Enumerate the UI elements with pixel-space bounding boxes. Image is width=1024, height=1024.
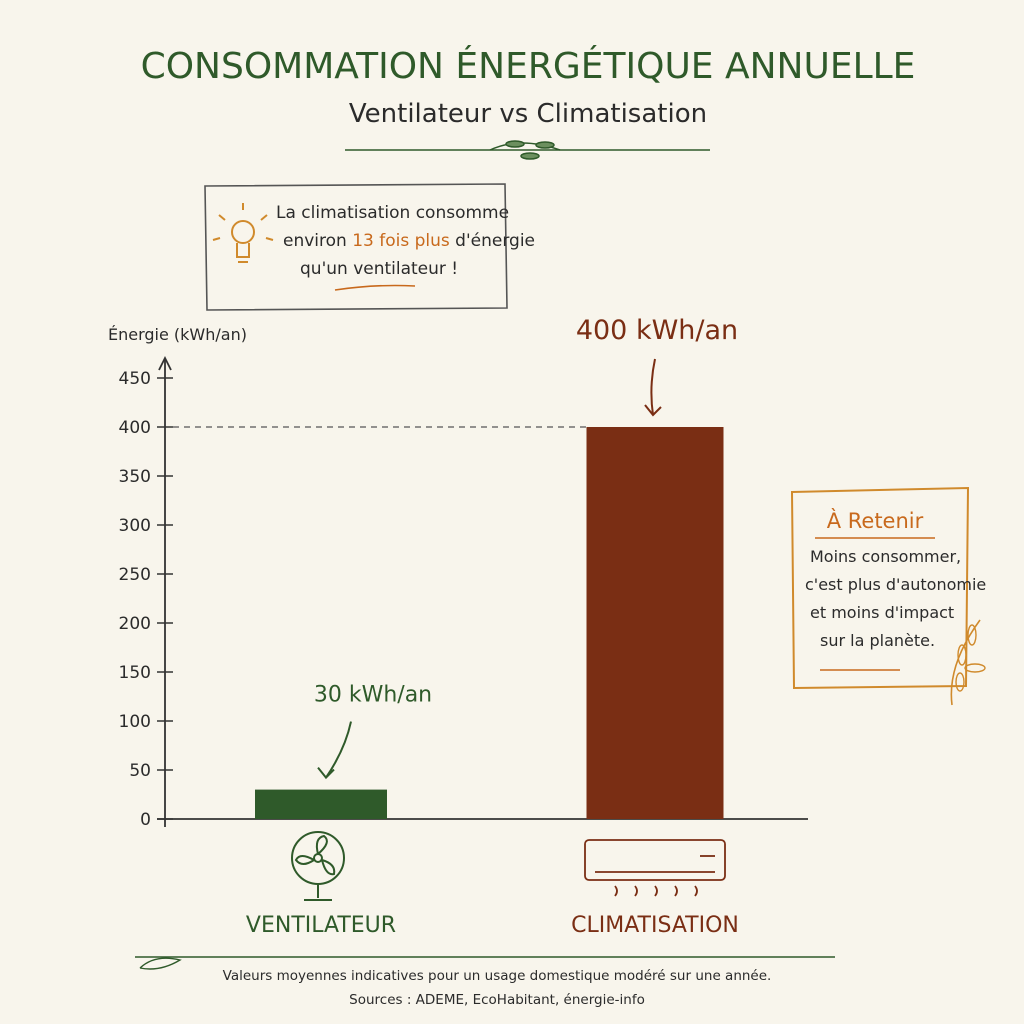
y-tick-label: 250	[119, 565, 151, 585]
y-tick-label: 50	[129, 761, 151, 781]
footer-source: Sources : ADEME, EcoHabitant, énergie-in…	[349, 992, 645, 1008]
retenir-line: sur la planète.	[820, 631, 935, 650]
y-tick-label: 300	[119, 516, 151, 536]
fan-icon	[291, 831, 345, 901]
chart-title: CONSOMMATION ÉNERGÉTIQUE ANNUELLE	[141, 45, 916, 87]
y-tick-label: 150	[119, 663, 151, 683]
y-tick-label: 0	[140, 810, 151, 830]
footer-note: Valeurs moyennes indicatives pour un usa…	[223, 968, 772, 984]
category-label: CLIMATISATION	[571, 913, 739, 938]
callout-text: La climatisation consomme environ 13 foi…	[276, 203, 540, 279]
category-label: VENTILATEUR	[246, 913, 396, 938]
retenir-line: Moins consommer,	[810, 547, 961, 566]
y-axis-arrow	[158, 355, 172, 371]
y-axis-title: Énergie (kWh/an)	[108, 325, 247, 344]
y-tick-label: 400	[119, 418, 151, 438]
callout: La climatisation consomme environ 13 foi…	[204, 183, 540, 311]
title-divider	[345, 140, 710, 160]
callout-line: qu'un ventilateur !	[300, 259, 458, 279]
y-tick-label: 100	[119, 712, 151, 732]
y-tick-label: 350	[119, 467, 151, 487]
y-tick-label: 200	[119, 614, 151, 634]
retenir-line: et moins d'impact	[810, 603, 954, 622]
callout-line: La climatisation consomme	[276, 203, 509, 223]
ac-icon	[584, 839, 726, 897]
chart-subtitle: Ventilateur vs Climatisation	[349, 99, 707, 129]
value-arrow	[317, 721, 352, 780]
retenir-line: c'est plus d'autonomie	[805, 575, 986, 594]
retenir-box: À Retenir	[790, 486, 986, 706]
value-label: 30 kWh/an	[314, 683, 432, 708]
footer-leaf	[139, 957, 182, 970]
callout-line: d'énergie	[450, 231, 535, 251]
bar	[586, 427, 724, 819]
value-arrow	[644, 358, 662, 417]
retenir-title: À Retenir	[827, 508, 924, 533]
bar	[255, 789, 387, 819]
callout-highlight: 13 fois plus	[352, 231, 450, 251]
y-tick-label: 450	[119, 369, 151, 389]
value-label: 400 kWh/an	[576, 315, 738, 346]
callout-line: environ	[283, 231, 352, 251]
